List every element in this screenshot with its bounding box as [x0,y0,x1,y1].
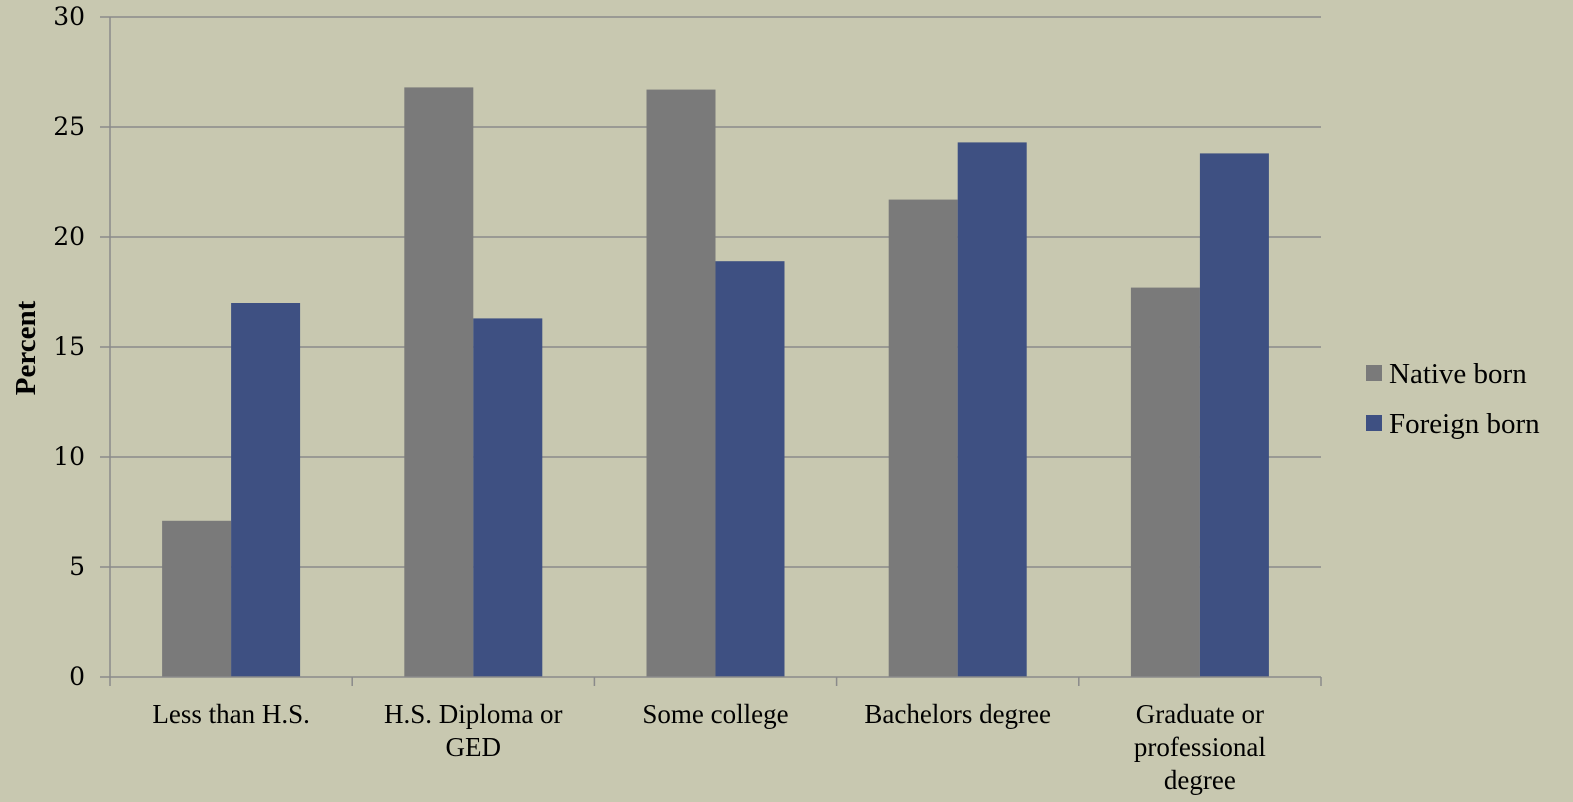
x-category-label-line: degree [1164,765,1236,795]
legend-swatch [1366,415,1382,431]
bar-native-born [404,87,473,677]
x-category-label-line: Graduate or [1136,699,1264,729]
y-tick-label: 5 [69,552,85,581]
bar-foreign-born [231,303,300,677]
legend-label: Native born [1389,358,1527,390]
x-category-label: Some college [642,699,788,729]
bar-native-born [1131,288,1200,677]
legend-label: Foreign born [1389,408,1540,440]
y-tick-label: 30 [53,2,85,31]
y-axis-label: Percent [10,300,42,395]
y-tick-label: 25 [53,112,85,141]
x-category-label: Bachelors degree [864,699,1051,729]
x-category-label-line: GED [446,732,502,762]
x-category-label-line: Bachelors degree [864,699,1051,729]
x-category-label-line: Some college [642,699,788,729]
legend-swatch [1366,365,1382,381]
x-category-label-line: H.S. Diploma or [384,699,563,729]
x-category-label-line: professional [1134,732,1266,762]
legend: Native born Foreign born [1366,358,1540,440]
x-category-labels: Less than H.S. H.S. Diploma or GED Some col… [152,699,1266,795]
bars [162,87,1269,677]
bar-native-born [162,521,231,677]
bar-foreign-born [1200,153,1269,677]
y-tick-label: 15 [53,332,85,361]
y-tick-label: 0 [69,662,85,691]
x-category-label: Less than H.S. [152,699,310,729]
bar-native-born [647,90,716,677]
bar-foreign-born [958,142,1027,677]
x-category-label-line: Less than H.S. [152,699,310,729]
bar-foreign-born [473,318,542,677]
x-category-label: Graduate or professional degree [1134,699,1266,795]
y-tick-label: 20 [53,222,85,251]
x-category-label: H.S. Diploma or GED [384,699,563,762]
bar-native-born [889,200,958,677]
y-tick-label: 10 [53,442,85,471]
bar-foreign-born [716,261,785,677]
y-tick-labels: 0 5 10 15 20 25 30 [53,2,85,691]
